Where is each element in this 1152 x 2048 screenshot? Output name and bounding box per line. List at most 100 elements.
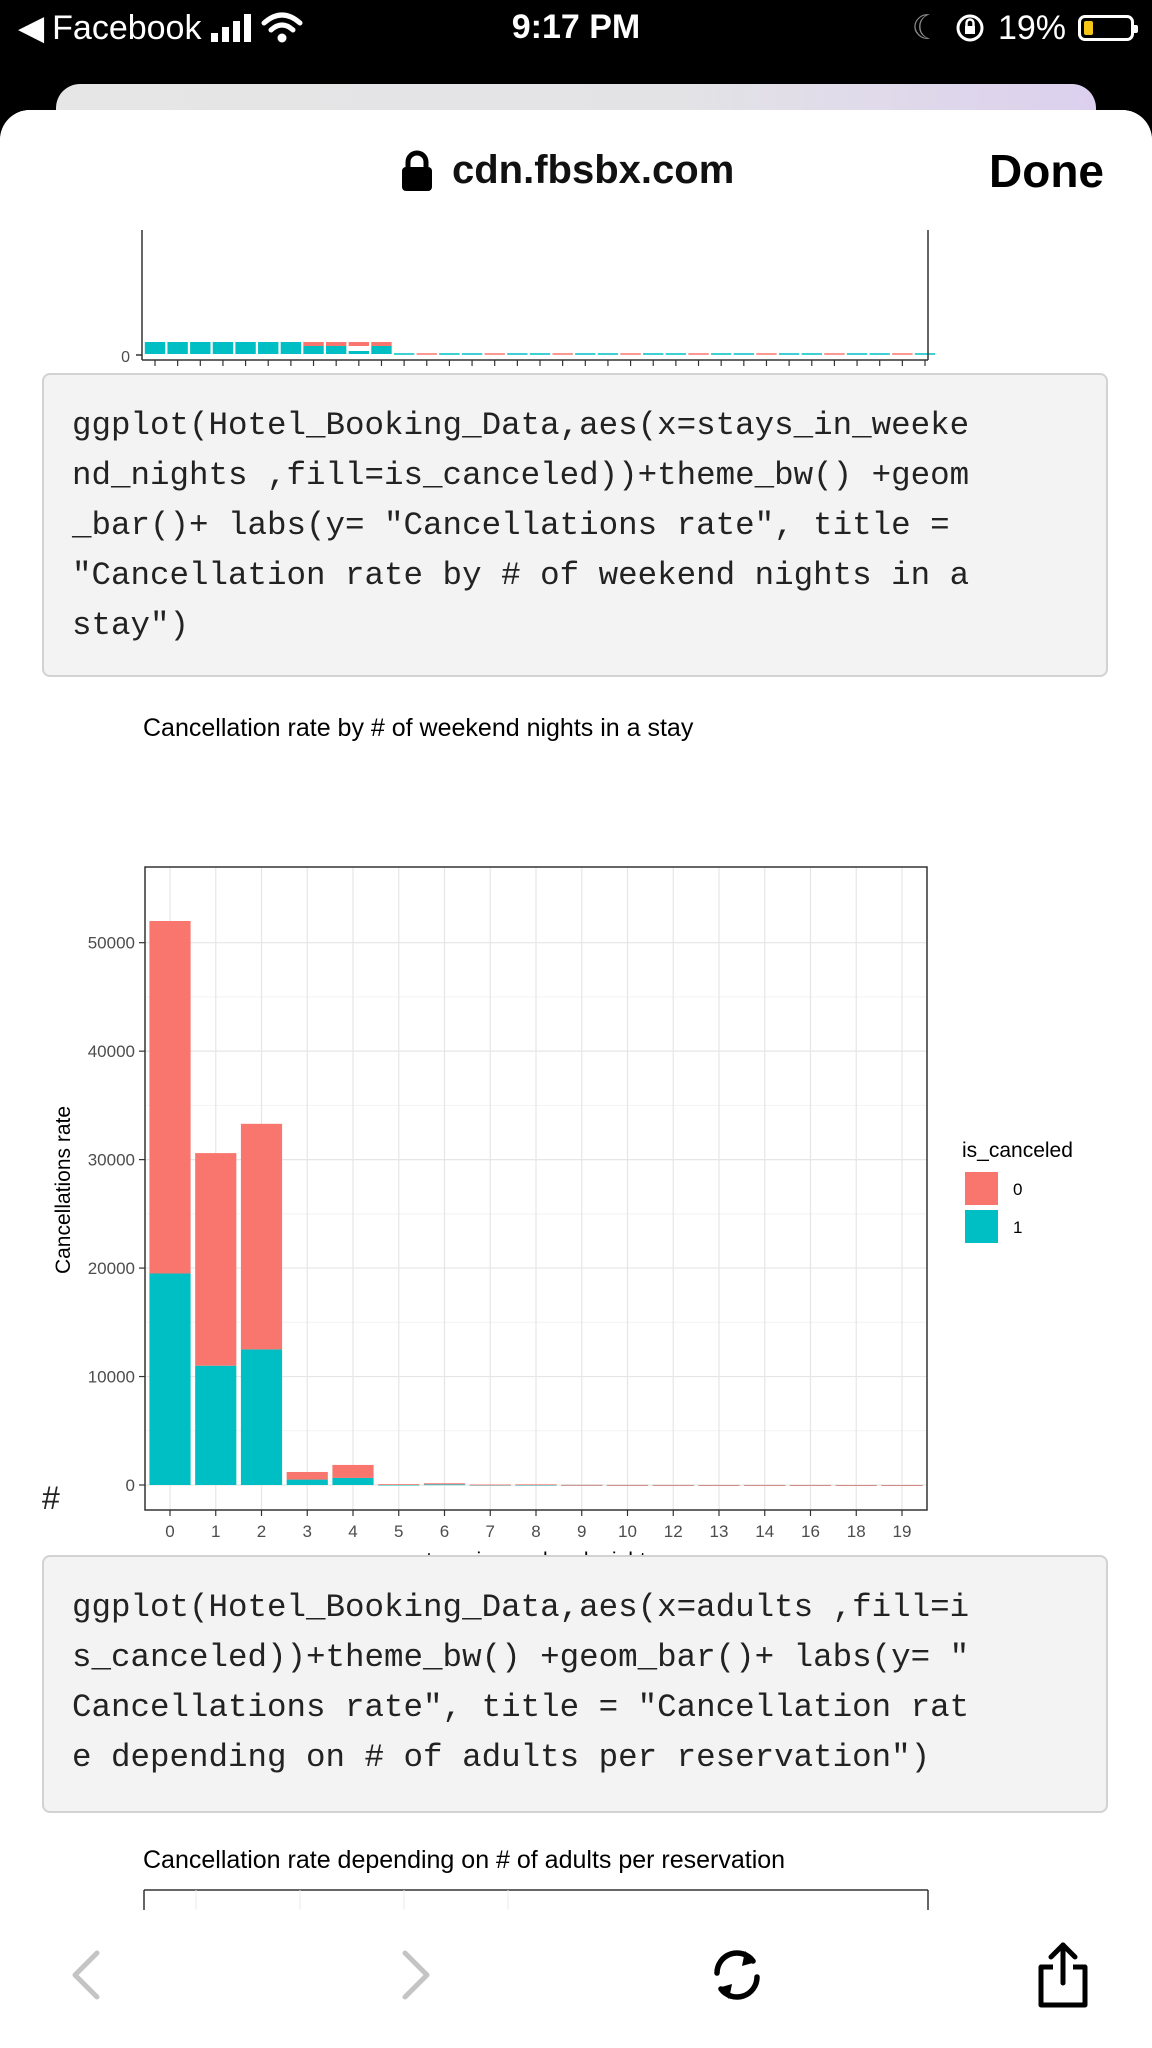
x-tick-label: 14	[755, 1522, 774, 1541]
bar-canceled-1	[195, 1365, 237, 1485]
top-chart-bar	[371, 346, 392, 354]
bar-canceled-1	[240, 1349, 283, 1485]
bar-canceled-0	[881, 1484, 923, 1486]
code-line: stay")	[72, 607, 190, 644]
battery-icon	[1078, 15, 1138, 41]
top-chart-bar	[325, 346, 347, 354]
next-chart-frame	[143, 1889, 929, 1912]
y-tick-label: 40000	[88, 1042, 135, 1061]
legend-label: 0	[1013, 1180, 1022, 1199]
top-chart-bar	[303, 342, 324, 346]
x-tick-label: 9	[577, 1522, 586, 1541]
bar-canceled-1	[149, 1273, 191, 1485]
top-chart-bar	[212, 342, 234, 354]
top-chart-ytick: 0	[121, 349, 130, 366]
x-tick-label: 4	[348, 1522, 357, 1541]
code-line: Cancellations rate", title = "Cancellati…	[72, 1689, 970, 1726]
x-tick-label: 12	[664, 1522, 683, 1541]
x-tick-label: 6	[440, 1522, 449, 1541]
bar-canceled-0	[698, 1484, 740, 1486]
share-button[interactable]	[1028, 1940, 1098, 2010]
y-tick-label: 0	[126, 1476, 135, 1495]
chart-title: Cancellation rate by # of weekend nights…	[143, 714, 694, 742]
x-tick-label: 16	[801, 1522, 820, 1541]
top-chart-bar	[325, 342, 347, 346]
bar-canceled-0	[515, 1484, 557, 1486]
x-tick-label: 10	[618, 1522, 637, 1541]
url-text: cdn.fbsbx.com	[452, 148, 735, 192]
bar-canceled-0	[286, 1471, 328, 1480]
url-bar: cdn.fbsbx.com Done	[0, 110, 1152, 230]
share-icon	[1038, 1942, 1088, 2008]
x-tick-label: 3	[303, 1522, 312, 1541]
code-line: s_canceled))+theme_bw() +geom_bar()+ lab…	[72, 1639, 970, 1676]
bar-canceled-0	[835, 1484, 877, 1486]
clock: 9:17 PM	[511, 8, 641, 46]
code-block-2: ggplot(Hotel_Booking_Data,aes(x=adults ,…	[42, 1555, 1108, 1813]
battery-percent: 19%	[997, 8, 1066, 47]
bar-canceled-0	[789, 1484, 832, 1486]
back-triangle-icon: ◀	[18, 9, 45, 47]
top-chart-bar	[144, 342, 166, 354]
bar-canceled-0	[195, 1153, 237, 1366]
legend-swatch	[965, 1172, 998, 1205]
bottom-toolbar	[0, 1910, 1152, 2048]
top-chart-bar	[190, 342, 211, 354]
next-chart-title: Cancellation rate depending on # of adul…	[143, 1846, 786, 1874]
bar-canceled-0	[652, 1484, 694, 1486]
x-tick-label: 18	[847, 1522, 866, 1541]
bar-canceled-0	[561, 1484, 603, 1486]
legend-swatch	[965, 1210, 998, 1243]
bar-canceled-0	[332, 1464, 374, 1478]
legend-label: 1	[1013, 1218, 1022, 1237]
page-content[interactable]: 0 01234567891011121314151617181920212224…	[0, 110, 1152, 1912]
x-tick-label: 5	[394, 1522, 403, 1541]
moon-icon: ☾	[911, 9, 942, 47]
x-tick-label: 0	[165, 1522, 174, 1541]
bar-canceled-0	[744, 1484, 786, 1486]
y-axis-label: Cancellations rate	[52, 1106, 75, 1274]
top-chart-bar	[303, 346, 324, 354]
code-line: ggplot(Hotel_Booking_Data,aes(x=stays_in…	[72, 407, 970, 444]
bar-canceled-1	[378, 1484, 420, 1486]
address-display[interactable]: cdn.fbsbx.com	[400, 148, 734, 193]
orientation-lock-icon	[956, 14, 984, 42]
back-app-label: Facebook	[52, 8, 202, 47]
x-tick-label: 7	[486, 1522, 495, 1541]
x-tick-label: 2	[257, 1522, 266, 1541]
top-chart-bar	[235, 342, 256, 354]
bar-canceled-0	[240, 1123, 283, 1350]
forward-button[interactable]	[380, 1940, 450, 2010]
signal-icon	[211, 14, 252, 42]
top-chart-bar	[167, 342, 188, 354]
top-chart-bar	[258, 342, 279, 354]
bar-canceled-0	[149, 921, 191, 1274]
code-line: nd_nights ,fill=is_canceled))+theme_bw()…	[72, 457, 970, 494]
chevron-left-icon	[72, 1950, 100, 2000]
lock-icon	[402, 150, 432, 191]
y-tick-label: 10000	[88, 1368, 135, 1387]
top-chart-bar	[348, 342, 370, 346]
code-line: ggplot(Hotel_Booking_Data,aes(x=adults ,…	[72, 1589, 970, 1626]
hash-text: #	[42, 1480, 60, 1516]
wifi-icon	[261, 12, 303, 43]
x-tick-label: 19	[893, 1522, 912, 1541]
y-tick-label: 50000	[88, 934, 135, 953]
back-button[interactable]	[52, 1940, 122, 2010]
code-line: e depending on # of adults per reservati…	[72, 1739, 931, 1776]
chevron-right-icon	[402, 1950, 430, 2000]
reload-button[interactable]	[702, 1940, 772, 2010]
x-tick-label: 1	[211, 1522, 220, 1541]
bar-canceled-0	[606, 1484, 649, 1486]
back-to-app[interactable]: ◀ Facebook	[18, 8, 303, 48]
x-tick-label: 8	[531, 1522, 540, 1541]
legend-title: is_canceled	[962, 1139, 1073, 1162]
top-chart-bar	[371, 342, 392, 346]
done-button[interactable]: Done	[989, 145, 1104, 197]
code-line: _bar()+ labs(y= "Cancellations rate", ti…	[72, 507, 950, 544]
y-tick-label: 30000	[88, 1151, 135, 1170]
x-tick-label: 13	[710, 1522, 729, 1541]
status-bar: ◀ Facebook 9:17 PM ☾ 19%	[0, 0, 1152, 70]
bar-canceled-1	[332, 1477, 374, 1485]
